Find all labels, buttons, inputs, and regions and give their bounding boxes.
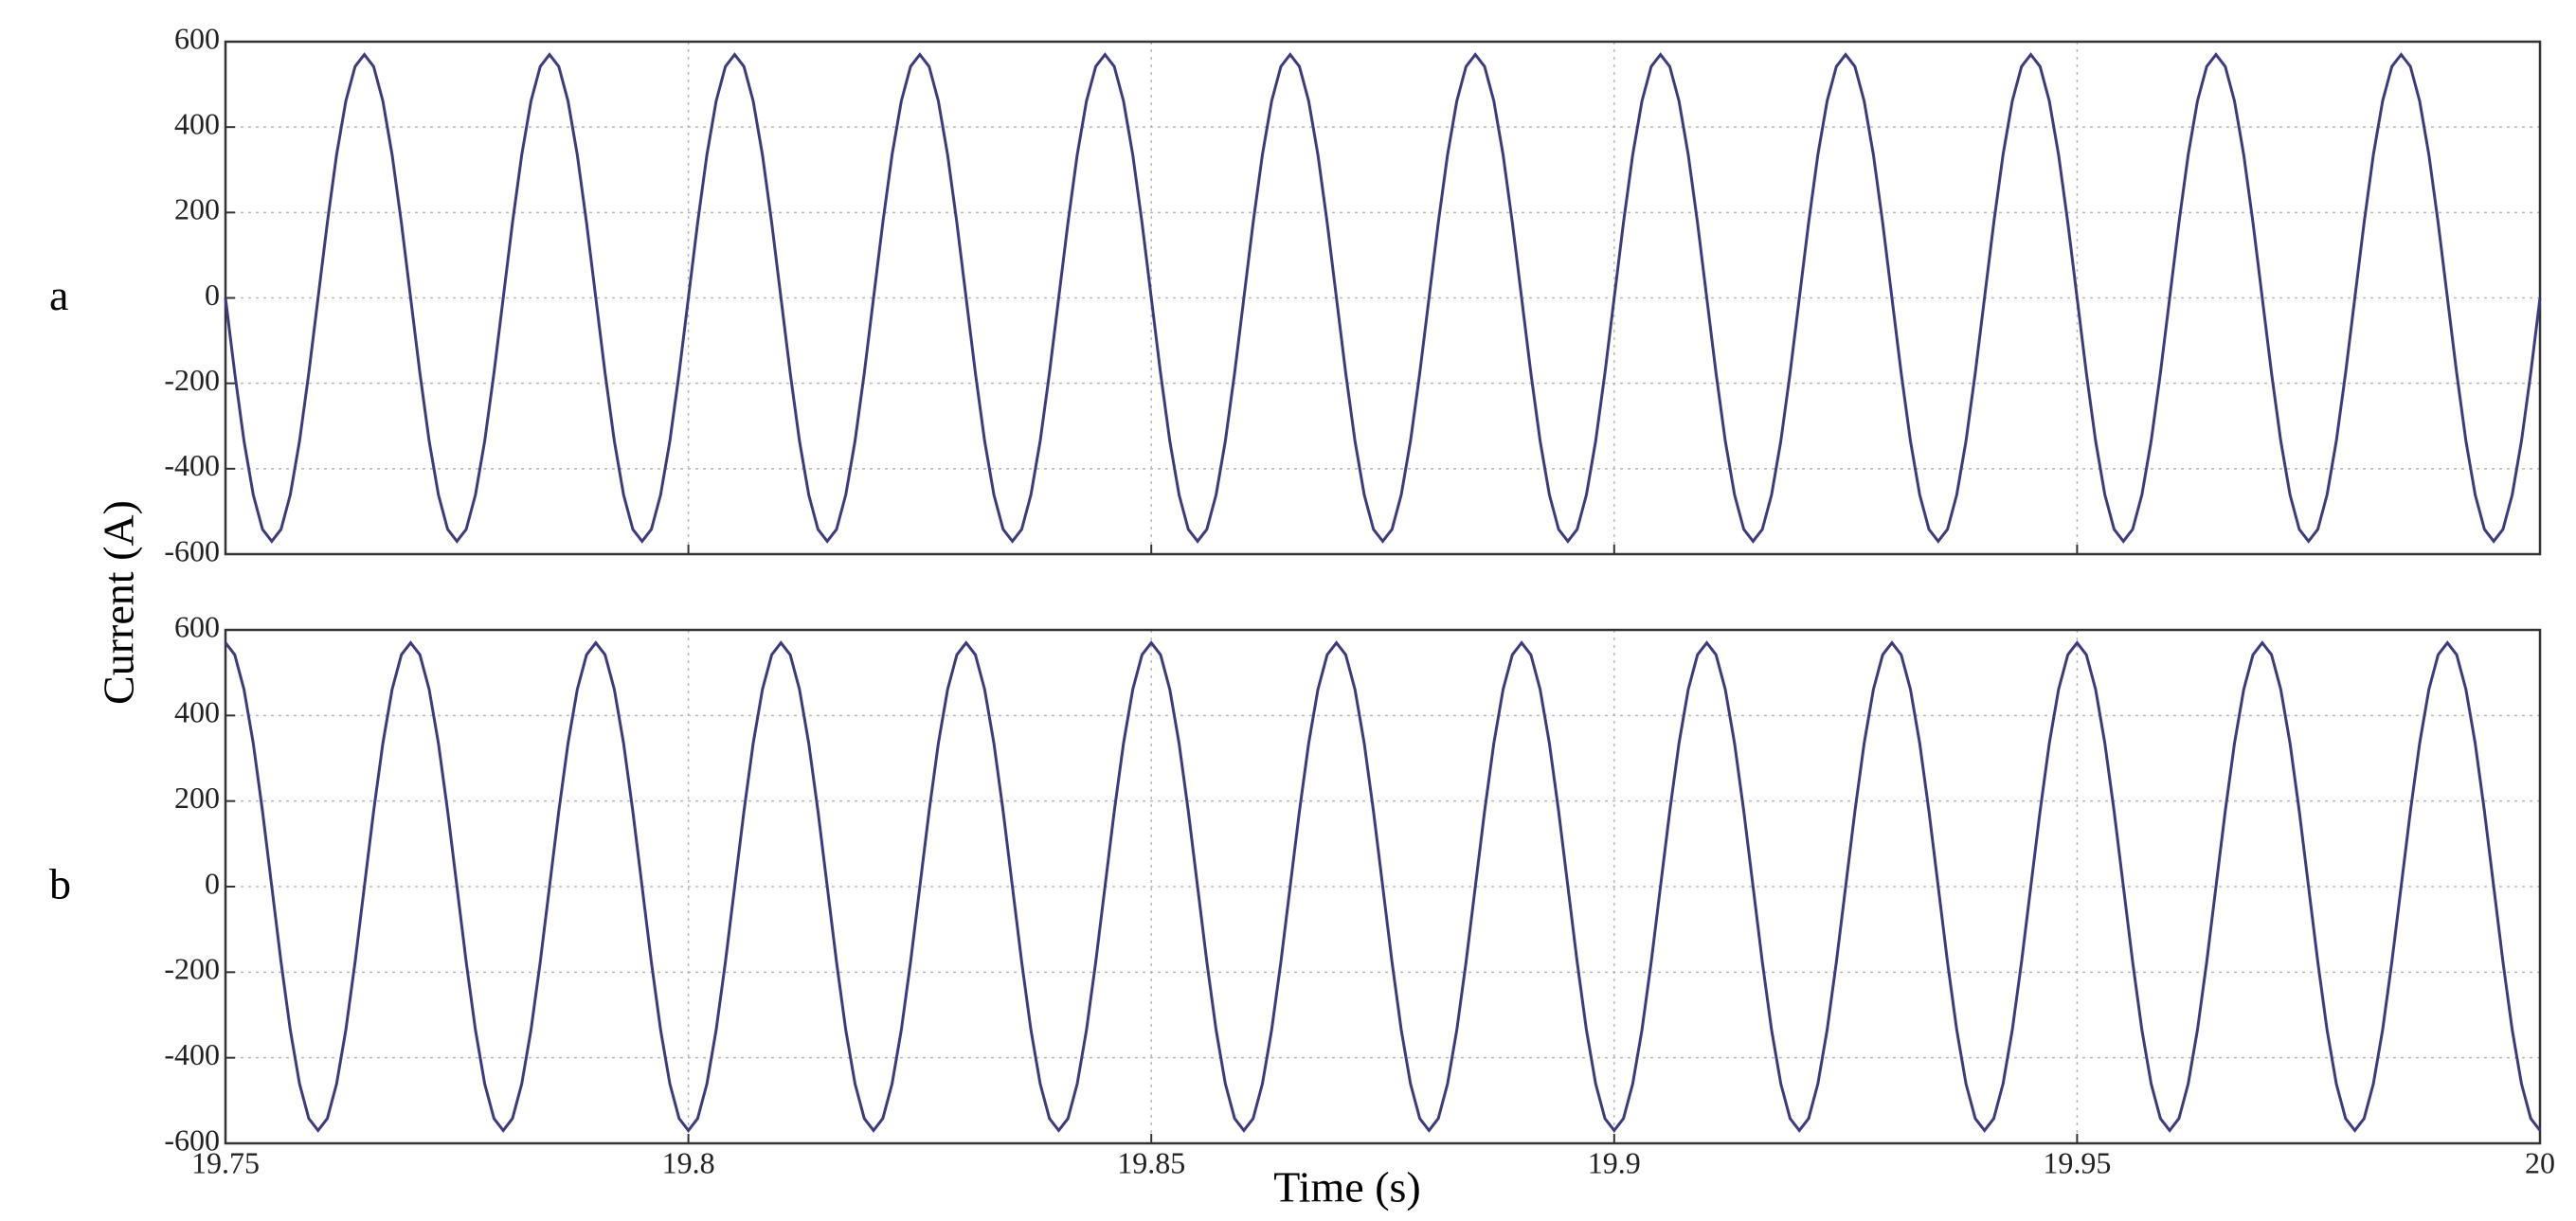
y-tick-label: 0	[205, 278, 220, 312]
y-tick-label: -600	[164, 1122, 220, 1157]
y-tick-label: 600	[174, 21, 220, 55]
y-tick-label: -400	[164, 1037, 220, 1071]
x-tick-label: 19.9	[1588, 1145, 1641, 1179]
data-line	[224, 52, 2542, 544]
y-tick-label: -400	[164, 448, 220, 482]
panel-label: a	[49, 271, 68, 319]
y-tick-label: -200	[164, 952, 220, 986]
y-tick-label: 400	[174, 107, 220, 141]
y-tick-label: 200	[174, 781, 220, 815]
y-tick-label: 0	[205, 866, 220, 900]
panel-label: b	[49, 860, 71, 908]
x-tick-label: 19.95	[2043, 1145, 2111, 1179]
data-line	[224, 640, 2542, 1133]
y-tick-label: 400	[174, 695, 220, 729]
y-tick-label: -200	[164, 363, 220, 397]
x-tick-label: 19.8	[662, 1145, 715, 1179]
x-tick-label: 19.85	[1117, 1145, 1185, 1179]
y-tick-label: 200	[174, 192, 220, 226]
x-tick-label: 20	[2525, 1145, 2555, 1179]
x-tick-label: 19.75	[191, 1145, 260, 1179]
y-axis-label: Current (A)	[95, 500, 143, 705]
plot-frame	[224, 40, 2542, 556]
y-tick-label: -600	[164, 533, 220, 567]
x-axis-label: Time (s)	[1273, 1163, 1421, 1212]
plot-frame	[224, 628, 2542, 1145]
y-tick-label: 600	[174, 609, 220, 643]
